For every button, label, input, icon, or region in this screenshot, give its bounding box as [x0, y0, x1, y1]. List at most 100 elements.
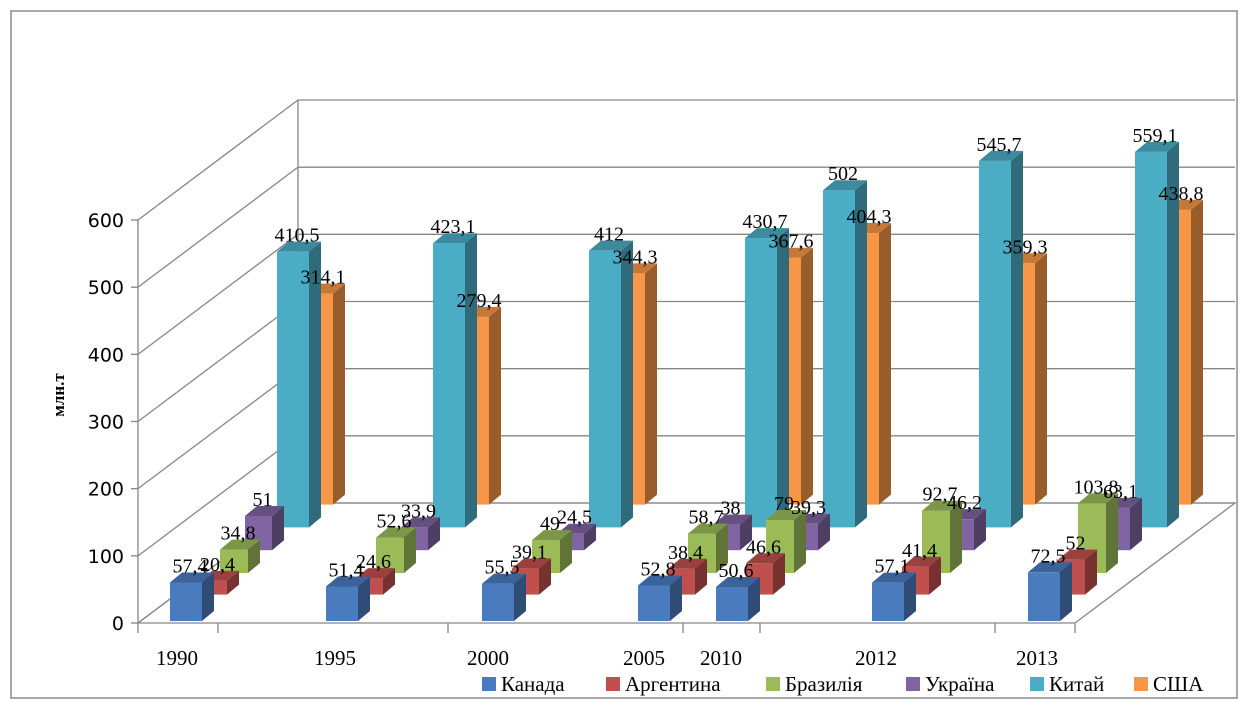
bar-side	[428, 517, 440, 551]
x-tick-label: 1995	[314, 646, 356, 670]
bar-3-1990	[220, 549, 248, 573]
bar-top	[220, 539, 260, 550]
bar-5-2000	[589, 250, 621, 528]
bar-top	[1058, 549, 1097, 560]
data-label: 502	[828, 163, 858, 185]
bar-side	[695, 558, 707, 595]
bar-1-2010	[716, 587, 748, 621]
bar-1-2012	[872, 582, 904, 621]
legend-label: Україна	[925, 672, 995, 696]
data-label: 52	[1066, 533, 1086, 555]
bar-top	[902, 556, 941, 567]
bar-top	[766, 509, 806, 520]
bar-top	[589, 240, 633, 251]
bar-side	[383, 568, 395, 595]
y-tick-label: 300	[88, 412, 124, 434]
y-tick-label: 600	[88, 210, 124, 232]
bar-side	[1085, 549, 1097, 595]
legend-label: Аргентина	[625, 672, 721, 696]
data-label: 51	[253, 489, 273, 511]
data-label: 39,3	[791, 497, 826, 519]
data-label: 92,7	[923, 484, 958, 506]
bar-top	[688, 523, 728, 534]
data-label: 63,1	[1103, 481, 1138, 503]
bar-5-2012	[979, 160, 1011, 528]
data-label: 34,8	[221, 523, 256, 545]
data-label: 404,3	[847, 206, 892, 228]
bar-top	[245, 505, 284, 516]
x-category-labels: 1990 1995 2000 2005 2010 2012 2013	[156, 646, 1058, 670]
bar-side	[716, 523, 728, 573]
bar-side	[227, 570, 239, 595]
bar-side	[584, 523, 596, 551]
y-tick-label: 400	[88, 344, 124, 366]
data-label: 367,6	[769, 231, 814, 253]
bar-top	[823, 180, 867, 191]
bar-1-2000	[482, 583, 514, 621]
bar-top	[1028, 562, 1072, 573]
x-tick-label: 2000	[467, 646, 509, 670]
legend-swatch	[1134, 677, 1148, 691]
data-label: 33,9	[401, 500, 436, 522]
legend-swatch	[606, 677, 620, 691]
data-label: 38	[721, 498, 741, 520]
bar-3-1995	[376, 537, 404, 573]
data-label: 545,7	[977, 134, 1022, 156]
data-label: 24,6	[356, 551, 391, 573]
chart-legend: Канада Аргентина Бразилія Україна Китай США	[482, 672, 1204, 696]
bar-top	[401, 517, 440, 528]
legend-swatch	[1030, 677, 1044, 691]
y-tick-label: 0	[112, 613, 124, 635]
bar-top	[638, 575, 682, 586]
bar-top	[326, 576, 370, 587]
legend-swatch	[482, 677, 496, 691]
data-label: 52,6	[377, 511, 412, 533]
bar-side	[950, 500, 962, 573]
data-label: 559,1	[1133, 125, 1178, 147]
bar-side	[670, 575, 682, 621]
bar-top	[356, 568, 395, 579]
data-label: 49	[540, 513, 560, 535]
bar-side	[777, 228, 789, 528]
y-tick-labels: 0 100 200 300 400 500 600	[88, 210, 124, 635]
bar-side	[929, 556, 941, 595]
data-label: 41,4	[902, 540, 937, 562]
bar-top	[1135, 141, 1179, 152]
bar-top	[277, 241, 321, 252]
data-label: 279,4	[457, 290, 502, 312]
x-tick-label: 2012	[855, 646, 897, 670]
bar-side	[773, 553, 785, 595]
x-tick-label: 1990	[156, 646, 198, 670]
bar-top	[376, 527, 416, 538]
data-label: 24,5	[557, 507, 592, 529]
bar-side	[404, 527, 416, 573]
data-label: 412	[594, 224, 624, 246]
bar-5-2005	[745, 238, 777, 528]
legend-label: Канада	[501, 672, 565, 696]
x-tick-label: 2010	[700, 646, 742, 670]
bar-side	[1167, 141, 1179, 528]
bar-side	[879, 223, 891, 505]
chart-bars	[170, 141, 1203, 621]
bar-1-1995	[326, 586, 358, 621]
data-label: 38,4	[668, 542, 703, 564]
data-label: 55,5	[485, 557, 520, 579]
bar-side	[202, 572, 214, 621]
bar-side	[904, 572, 916, 621]
data-label: 359,3	[1003, 236, 1048, 258]
bar-5-2010	[823, 190, 855, 528]
data-label: 46,2	[947, 492, 982, 514]
data-label: 39,1	[512, 541, 547, 563]
bar-top	[872, 572, 916, 583]
bar-side	[539, 558, 551, 595]
data-label: 20,4	[200, 554, 235, 576]
bar-top	[922, 500, 962, 511]
legend-label: Китай	[1049, 672, 1104, 696]
bar-top	[668, 558, 707, 569]
bar-side	[1011, 150, 1023, 528]
data-label: 50,6	[719, 560, 754, 582]
x-tick-label: 2013	[1016, 646, 1058, 670]
bar-side	[465, 233, 477, 528]
bar-side	[801, 247, 813, 505]
bar-top	[1078, 493, 1118, 504]
